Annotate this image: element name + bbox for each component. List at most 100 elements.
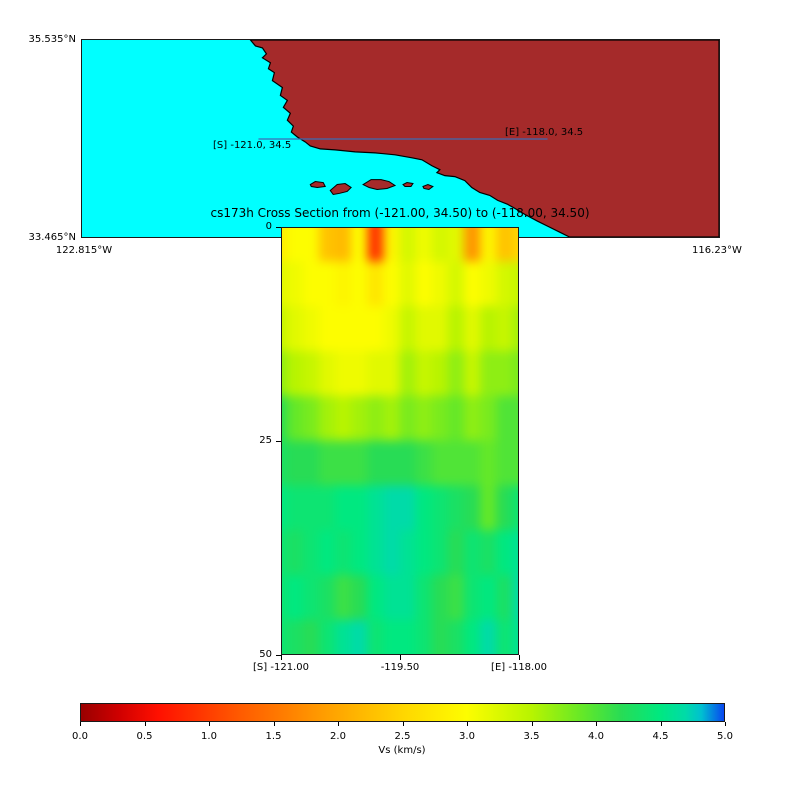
tick-mark	[531, 722, 533, 726]
heatmap-cell	[367, 440, 385, 487]
heatmap-cell	[351, 575, 369, 621]
tick-mark	[519, 655, 520, 660]
heatmap-cell	[351, 485, 369, 531]
colorbar-tick-label: 3.0	[459, 731, 475, 742]
heatmap-cell	[431, 228, 449, 263]
tick-mark	[80, 722, 81, 726]
heatmap-cell	[351, 619, 369, 654]
colorbar-tick-label: 0.5	[136, 731, 153, 742]
island	[422, 183, 434, 191]
heatmap-cell	[318, 485, 336, 531]
x-tick-label: [E] -118.00	[491, 662, 547, 673]
heatmap-cell	[431, 530, 449, 576]
tick-mark	[660, 722, 662, 726]
colorbar-tick-label: 2.0	[330, 731, 346, 742]
heatmap-cell	[431, 306, 449, 352]
heatmap-cell	[512, 306, 518, 352]
heatmap-cell	[367, 485, 385, 531]
heatmap-cell	[431, 575, 449, 621]
tick-mark	[144, 722, 146, 726]
heatmap-cell	[415, 395, 433, 442]
heatmap-cell	[480, 228, 498, 263]
heatmap-cell	[282, 575, 288, 621]
heatmap-cell	[399, 485, 417, 531]
heatmap-cell	[512, 575, 518, 621]
heatmap-cell	[447, 575, 465, 621]
heatmap-cell	[335, 530, 353, 576]
heatmap-cell	[286, 351, 304, 397]
heatmap-cell	[447, 228, 465, 263]
heatmap-cell	[496, 351, 514, 397]
heatmap-cell	[302, 440, 320, 487]
heatmap-cell	[318, 306, 336, 352]
colorbar-tick-label: 2.5	[394, 731, 411, 742]
heatmap-cell	[399, 530, 417, 576]
heatmap-cell	[383, 351, 401, 397]
heatmap-cell	[431, 619, 449, 654]
heatmap-cell	[383, 440, 401, 487]
heatmap-cell	[480, 306, 498, 352]
cross-section-heatmap-svg	[282, 228, 518, 654]
heatmap-cell	[512, 351, 518, 397]
heatmap-cell	[464, 530, 482, 576]
heatmap-cell	[318, 575, 336, 621]
heatmap-cell	[399, 395, 417, 442]
heatmap-cell	[431, 440, 449, 487]
heatmap-cell	[302, 351, 320, 397]
map-lat-bottom-label: 33.465°N	[28, 232, 76, 243]
colorbar-tick-label: 1.0	[201, 731, 217, 742]
heatmap-cell	[496, 261, 514, 307]
location-map-svg	[82, 40, 719, 237]
heatmap-cell	[318, 228, 336, 263]
heatmap-cell	[415, 440, 433, 487]
heatmap-cell	[415, 306, 433, 352]
heatmap-cell	[282, 228, 288, 263]
y-tick-label: 50	[259, 649, 272, 660]
heatmap-cell	[282, 619, 288, 654]
heatmap-cell	[282, 440, 288, 487]
heatmap-cell	[415, 575, 433, 621]
heatmap-cell	[286, 261, 304, 307]
heatmap-cell	[351, 440, 369, 487]
heatmap-cell	[464, 485, 482, 531]
heatmap-cell	[464, 351, 482, 397]
heatmap-cell	[447, 485, 465, 531]
heatmap-cell	[383, 485, 401, 531]
tick-mark	[596, 722, 597, 726]
heatmap-cell	[383, 395, 401, 442]
heatmap-cell	[302, 261, 320, 307]
chart-title: cs173h Cross Section from (-121.00, 34.5…	[210, 206, 590, 220]
island	[329, 183, 352, 195]
heatmap-cell	[286, 306, 304, 352]
colorbar-tick-label: 0.0	[72, 731, 88, 742]
heatmap-cell	[302, 619, 320, 654]
island	[309, 181, 326, 189]
heatmap-cell	[335, 575, 353, 621]
tick-mark	[338, 722, 339, 726]
heatmap-cell	[318, 440, 336, 487]
x-tick-label: [S] -121.00	[253, 662, 309, 673]
heatmap-cell	[512, 485, 518, 531]
heatmap-cell	[367, 306, 385, 352]
island	[402, 182, 414, 188]
heatmap-cell	[286, 619, 304, 654]
heatmap-cell	[431, 485, 449, 531]
colorbar-tick-label: 5.0	[717, 731, 733, 742]
heatmap-cell	[383, 228, 401, 263]
heatmap-cell	[367, 575, 385, 621]
colorbar-axis-label: Vs (km/s)	[378, 745, 426, 756]
heatmap-cell	[480, 440, 498, 487]
heatmap-cell	[415, 228, 433, 263]
heatmap-cell	[282, 485, 288, 531]
heatmap-cell	[480, 351, 498, 397]
heatmap-cell	[282, 306, 288, 352]
heatmap-cell	[464, 306, 482, 352]
heatmap-cell	[399, 306, 417, 352]
heatmap-cell	[318, 261, 336, 307]
heatmap-cell	[367, 228, 385, 263]
tick-mark	[209, 722, 210, 726]
heatmap-cell	[335, 485, 353, 531]
heatmap-cell	[286, 395, 304, 442]
heatmap-cell	[399, 261, 417, 307]
